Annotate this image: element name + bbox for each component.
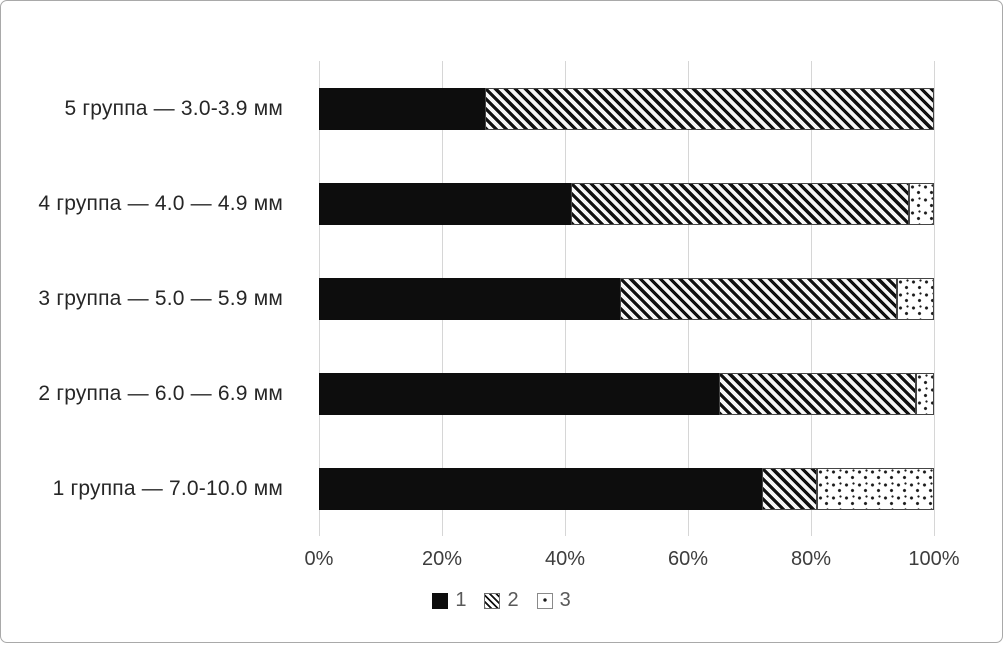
legend-label: 1 bbox=[455, 589, 467, 611]
category-label: 3 группа — 5.0 — 5.9 мм bbox=[38, 286, 283, 310]
legend-item: 3 bbox=[536, 589, 571, 612]
gridline bbox=[934, 61, 935, 536]
bar-segment-series-2 bbox=[571, 182, 910, 225]
stacked-bar bbox=[319, 182, 934, 225]
legend-label: 3 bbox=[559, 589, 571, 611]
stacked-bar bbox=[319, 467, 934, 510]
bar-row bbox=[319, 156, 934, 251]
plot-area bbox=[319, 61, 935, 536]
x-axis-tick-label: 100% bbox=[908, 548, 960, 570]
bar-segment-series-1 bbox=[319, 467, 762, 510]
bar-row bbox=[319, 346, 934, 441]
bar-segment-series-1 bbox=[319, 372, 719, 415]
stacked-bar bbox=[319, 277, 934, 320]
bar-segment-series-3 bbox=[817, 467, 934, 510]
stacked-bar bbox=[319, 87, 934, 130]
x-axis-tick-label: 0% bbox=[304, 548, 334, 570]
bar-segment-series-2 bbox=[620, 277, 898, 320]
bar-row bbox=[319, 441, 934, 536]
category-label: 2 группа — 6.0 — 6.9 мм bbox=[38, 381, 283, 405]
bar-row bbox=[319, 251, 934, 346]
category-labels: 5 группа — 3.0-3.9 мм 4 группа — 4.0 — 4.… bbox=[1, 61, 301, 536]
legend-label: 2 bbox=[507, 589, 519, 611]
bar-segment-series-3 bbox=[909, 182, 934, 225]
bar-segment-series-2 bbox=[485, 87, 934, 130]
x-axis-tick-label: 80% bbox=[790, 548, 832, 570]
bars-container bbox=[319, 61, 934, 536]
bar-row bbox=[319, 61, 934, 156]
category-label: 5 группа — 3.0-3.9 мм bbox=[64, 96, 283, 120]
category-label: 1 группа — 7.0-10.0 мм bbox=[52, 476, 283, 500]
legend-marker-hatch-icon bbox=[484, 592, 501, 609]
x-axis-tick-label: 40% bbox=[544, 548, 586, 570]
legend-item: 1 bbox=[432, 589, 466, 612]
legend-item: 2 bbox=[484, 589, 519, 612]
bar-segment-series-2 bbox=[718, 372, 916, 415]
bar-segment-series-3 bbox=[897, 277, 934, 320]
legend-marker-dots-icon bbox=[536, 592, 553, 609]
category-label: 4 группа — 4.0 — 4.9 мм bbox=[38, 191, 283, 215]
bar-segment-series-1 bbox=[319, 87, 486, 130]
x-axis-tick-label: 60% bbox=[667, 548, 709, 570]
x-axis-tick-label: 20% bbox=[421, 548, 463, 570]
bar-segment-series-1 bbox=[319, 182, 572, 225]
bar-segment-series-1 bbox=[319, 277, 621, 320]
legend-marker-solid-icon bbox=[432, 592, 449, 609]
legend: 1 2 3 bbox=[1, 589, 1002, 612]
x-axis: 0% 20% 40% 60% 80% 100% bbox=[305, 548, 960, 580]
bar-segment-series-3 bbox=[915, 372, 934, 415]
stacked-bar bbox=[319, 372, 934, 415]
bar-segment-series-2 bbox=[761, 467, 818, 510]
